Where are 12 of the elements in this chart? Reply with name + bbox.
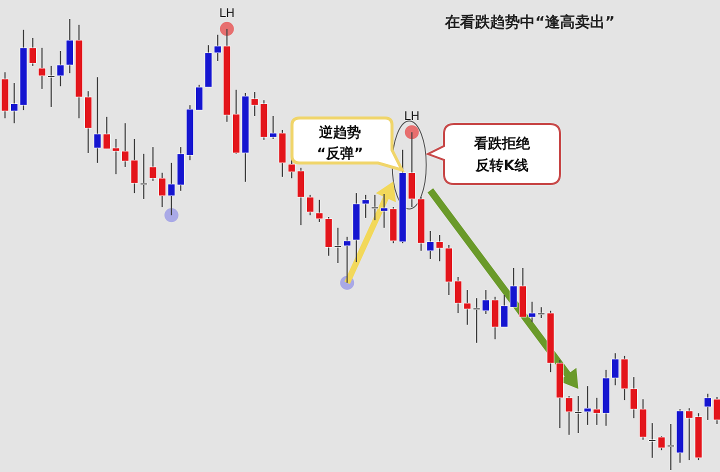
chart-title: 在看跌趋势中“逢高卖出” bbox=[444, 13, 615, 31]
candlestick bbox=[371, 194, 379, 221]
annotation: “反弹” bbox=[316, 145, 364, 162]
annotation: LH bbox=[404, 109, 420, 124]
annotation: 反转K线 bbox=[474, 157, 528, 174]
annotation: 看跌拒绝 bbox=[473, 135, 531, 152]
candlestick bbox=[306, 194, 314, 216]
candlestick bbox=[316, 199, 324, 223]
candlestick bbox=[362, 194, 370, 218]
annotation: LH bbox=[219, 6, 235, 20]
annotation: 逆趋势 bbox=[318, 124, 361, 141]
candlestick bbox=[343, 236, 351, 284]
